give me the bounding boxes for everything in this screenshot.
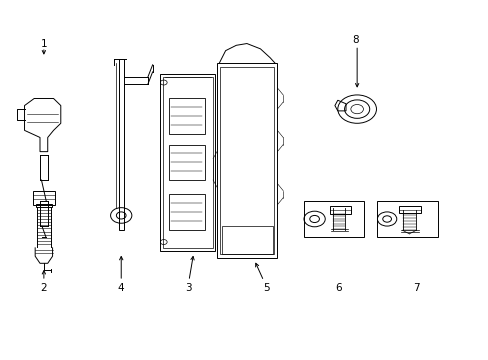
Bar xyxy=(329,206,350,214)
Text: 8: 8 xyxy=(352,35,358,45)
Bar xyxy=(168,99,204,134)
Text: 2: 2 xyxy=(41,283,47,293)
Bar xyxy=(377,201,437,237)
Text: 7: 7 xyxy=(412,283,419,293)
Bar xyxy=(160,74,215,251)
Bar xyxy=(163,77,212,248)
Bar xyxy=(168,194,204,230)
Text: 3: 3 xyxy=(185,283,192,293)
Text: 6: 6 xyxy=(335,283,342,293)
Bar xyxy=(33,191,54,205)
Bar xyxy=(222,226,272,255)
Text: 4: 4 xyxy=(118,283,124,293)
Bar xyxy=(304,201,364,237)
Bar xyxy=(217,63,277,258)
Text: 5: 5 xyxy=(263,283,269,293)
Bar xyxy=(168,145,204,180)
Bar xyxy=(220,67,273,255)
Text: 1: 1 xyxy=(41,39,47,49)
Bar xyxy=(119,59,123,230)
Bar xyxy=(36,204,52,207)
Bar xyxy=(398,206,420,213)
